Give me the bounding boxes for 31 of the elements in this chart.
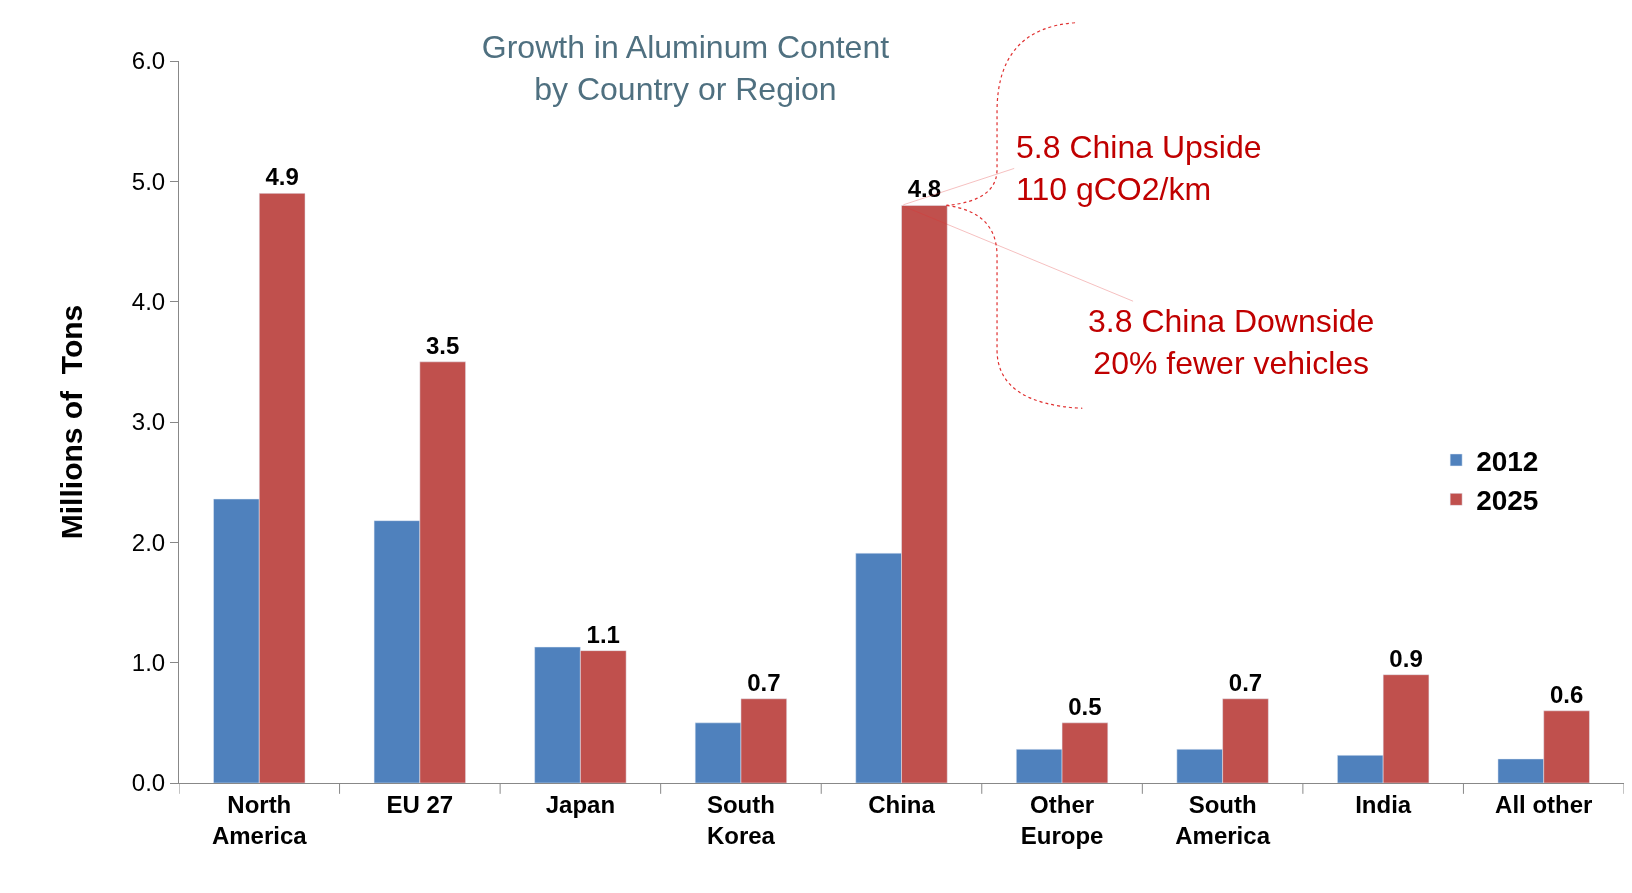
data-label: 0.6 — [1549, 680, 1584, 708]
data-label: 1.1 — [586, 620, 620, 648]
chart-title: Growth in Aluminum Content by Country or Region — [481, 29, 890, 107]
legend-label: 2025 — [1476, 485, 1539, 517]
annotation: 3.8 China Downside 20% fewer vehicles — [1088, 303, 1375, 381]
x-tick-label: North America — [211, 790, 308, 849]
y-tick-label: 0.0 — [131, 769, 166, 797]
x-tick-label: All other — [1495, 790, 1593, 818]
data-label: 0.9 — [1389, 644, 1423, 672]
x-tick-label: Other Europe — [1020, 790, 1104, 849]
x-tick-label: South Korea — [706, 790, 776, 849]
x-tick-label: South America — [1175, 790, 1271, 849]
y-tick-label: 3.0 — [131, 408, 166, 436]
data-label: 4.9 — [265, 163, 299, 191]
data-label: 0.7 — [1228, 668, 1263, 696]
y-tick-label: 5.0 — [131, 167, 166, 195]
y-tick-label: 2.0 — [131, 528, 166, 556]
data-label: 3.5 — [426, 331, 460, 359]
x-tick-label: Japan — [545, 790, 616, 818]
y-tick-label: 1.0 — [131, 649, 166, 677]
x-tick-label: India — [1355, 790, 1412, 818]
y-tick-label: 6.0 — [131, 47, 166, 75]
legend-label: 2012 — [1476, 445, 1539, 477]
y-axis-title: Millions of Tons — [54, 304, 88, 540]
annotation: 5.8 China Upside 110 gCO2/km — [1016, 129, 1262, 207]
x-tick-label: China — [868, 790, 936, 818]
data-label: 4.8 — [907, 175, 942, 203]
y-tick-label: 4.0 — [131, 288, 166, 316]
data-label: 0.5 — [1068, 692, 1102, 720]
data-label: 0.7 — [747, 668, 781, 696]
x-tick-label: EU 27 — [386, 790, 454, 818]
